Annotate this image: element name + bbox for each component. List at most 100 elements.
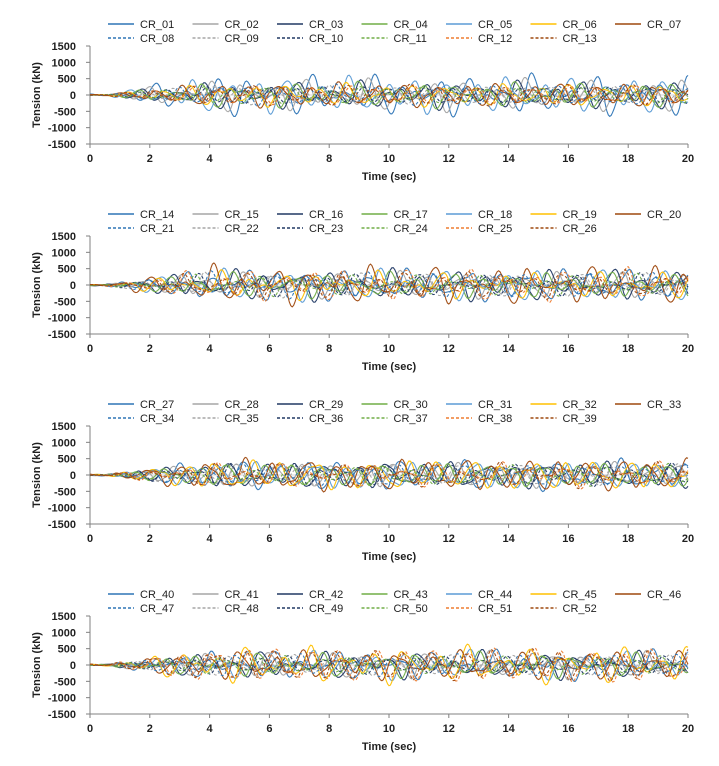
tension-panel-cr40-cr52: CR_40 CR_41 CR_42 CR_43 CR_44 CR_45 CR_46 CR_47… [31, 589, 694, 753]
y-tick-label: -500 [54, 296, 76, 308]
series-line-cr36 [90, 462, 689, 488]
legend-entry-cr03: CR_03 [277, 19, 343, 31]
legend-label: CR_28 [225, 399, 259, 411]
y-tick-label: -1000 [48, 123, 76, 135]
legend-entry-cr49: CR_49 [277, 603, 343, 615]
legend-label: CR_41 [225, 589, 259, 601]
legend-entry-cr17: CR_17 [361, 209, 428, 221]
x-tick-label: 12 [443, 343, 455, 355]
legend-label: CR_45 [563, 589, 597, 601]
series-line-cr13 [89, 83, 689, 107]
series-line-cr06 [89, 81, 689, 109]
x-tick-label: 10 [383, 723, 395, 735]
x-tick-label: 0 [87, 343, 93, 355]
y-tick-label: 500 [58, 74, 76, 86]
x-tick-label: 4 [207, 533, 214, 545]
series-line-cr48 [90, 654, 688, 677]
x-tick-label: 18 [622, 533, 634, 545]
legend-label: CR_09 [225, 33, 259, 45]
legend-label: CR_38 [478, 413, 512, 425]
legend-label: CR_21 [140, 223, 174, 235]
y-tick-label: 1000 [52, 247, 76, 259]
series-line-cr05 [90, 74, 689, 116]
y-axis-title: Tension (kN) [31, 632, 43, 698]
x-tick-label: 6 [266, 153, 272, 165]
x-axis-title: Time (sec) [362, 551, 417, 563]
y-tick-label: -1500 [48, 139, 76, 151]
y-axis-title: Tension (kN) [31, 252, 43, 318]
legend-label: CR_02 [225, 19, 259, 31]
legend-entry-cr20: CR_20 [615, 209, 681, 221]
legend-entry-cr34: CR_34 [108, 413, 174, 425]
x-tick-label: 8 [326, 343, 332, 355]
legend-entry-cr38: CR_38 [446, 413, 512, 425]
legend-label: CR_24 [394, 223, 428, 235]
legend-label: CR_43 [394, 589, 428, 601]
legend-label: CR_07 [647, 19, 681, 31]
legend-entry-cr29: CR_29 [277, 399, 343, 411]
legend-entry-cr23: CR_23 [277, 223, 343, 235]
x-tick-label: 4 [207, 723, 214, 735]
legend-entry-cr24: CR_24 [361, 223, 428, 235]
x-tick-label: 4 [207, 153, 214, 165]
legend-entry-cr43: CR_43 [361, 589, 428, 601]
legend-entry-cr25: CR_25 [446, 223, 512, 235]
x-tick-label: 14 [502, 723, 515, 735]
legend-entry-cr21: CR_21 [108, 223, 174, 235]
y-tick-label: 1000 [52, 57, 76, 69]
x-tick-label: 10 [383, 343, 395, 355]
legend-label: CR_35 [225, 413, 259, 425]
series-line-cr22 [90, 271, 689, 299]
y-tick-label: -1000 [48, 313, 76, 325]
y-tick-label: 1500 [52, 41, 76, 53]
tension-panel-cr27-cr39: CR_27 CR_28 CR_29 CR_30 CR_31 CR_32 CR_33 CR_34… [31, 399, 694, 563]
legend-label: CR_08 [140, 33, 174, 45]
x-tick-label: 2 [147, 343, 153, 355]
series-line-cr33 [89, 456, 689, 493]
legend-entry-cr41: CR_41 [192, 589, 259, 601]
x-tick-label: 16 [562, 343, 574, 355]
y-tick-label: -500 [54, 106, 76, 118]
y-tick-label: 500 [58, 454, 76, 466]
x-tick-label: 2 [147, 533, 153, 545]
legend-entry-cr35: CR_35 [192, 413, 259, 425]
legend-entry-cr07: CR_07 [615, 19, 681, 31]
y-tick-label: 1500 [52, 421, 76, 433]
series-line-cr09 [89, 84, 689, 106]
x-axis-title: Time (sec) [362, 171, 417, 183]
legend-entry-cr46: CR_46 [615, 589, 681, 601]
x-tick-label: 16 [562, 723, 574, 735]
legend-entry-cr39: CR_39 [530, 413, 597, 425]
series-line-cr02 [89, 77, 689, 114]
y-tick-label: -1000 [48, 503, 76, 515]
legend-entry-cr18: CR_18 [446, 209, 512, 221]
legend-entry-cr04: CR_04 [361, 19, 428, 31]
legend-label: CR_49 [309, 603, 343, 615]
legend-label: CR_31 [478, 399, 512, 411]
legend-entry-cr47: CR_47 [108, 603, 174, 615]
y-tick-label: 1500 [52, 231, 76, 243]
series-line-cr11 [89, 86, 689, 105]
legend-label: CR_33 [647, 399, 681, 411]
legend-label: CR_05 [478, 19, 512, 31]
x-tick-label: 0 [87, 723, 93, 735]
legend-entry-cr31: CR_31 [446, 399, 512, 411]
y-tick-label: -500 [54, 486, 76, 498]
legend-label: CR_32 [563, 399, 597, 411]
legend-entry-cr16: CR_16 [277, 209, 343, 221]
series-line-cr37 [89, 462, 689, 487]
legend-entry-cr05: CR_05 [446, 19, 512, 31]
legend-label: CR_50 [394, 603, 428, 615]
series-line-cr32 [89, 459, 689, 491]
y-tick-label: -1000 [48, 693, 76, 705]
y-tick-label: -1500 [48, 329, 76, 341]
y-tick-label: 1500 [52, 611, 76, 623]
x-tick-label: 2 [147, 723, 153, 735]
series-line-cr34 [89, 463, 689, 487]
x-tick-label: 20 [682, 343, 694, 355]
x-tick-label: 18 [622, 153, 634, 165]
x-tick-label: 8 [326, 723, 332, 735]
legend-entry-cr45: CR_45 [530, 589, 597, 601]
legend-label: CR_37 [394, 413, 428, 425]
